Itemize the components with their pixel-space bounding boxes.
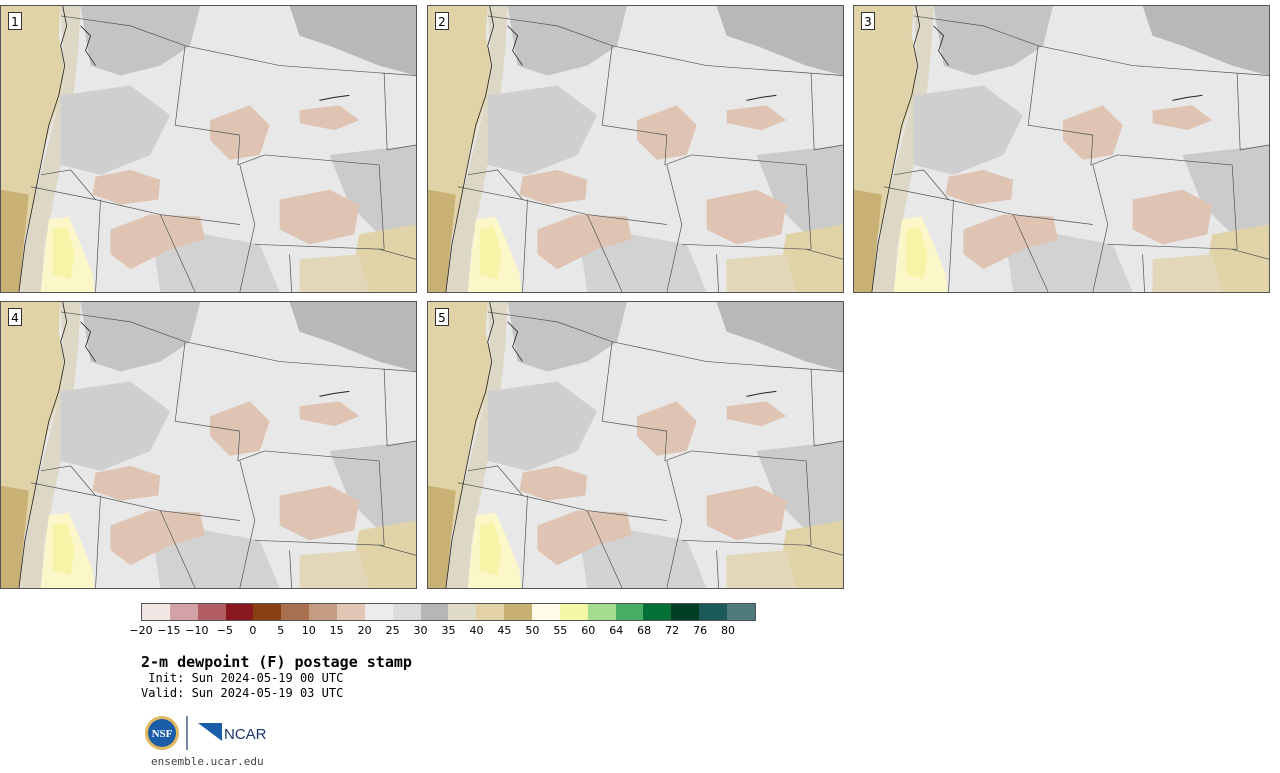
colorbar-ticks: −20 −15 −10 −5 0 5 10 15 20 25 30 35 40 45 50 55 60 64 68 7… <box>129 624 756 640</box>
colorbar <box>141 603 756 621</box>
panel-number-2: 2 <box>435 12 449 30</box>
map-panel-4: 4 <box>0 301 417 589</box>
colorbar-tick-label: −10 <box>185 624 209 637</box>
colorbar-cell <box>615 604 644 620</box>
figure-title: 2-m dewpoint (F) postage stamp <box>141 653 412 671</box>
map-panel-3: 3 <box>853 5 1270 293</box>
colorbar-tick-label: 80 <box>721 624 736 637</box>
site-url: ensemble.ucar.edu <box>151 755 264 768</box>
colorbar-cell <box>225 604 254 620</box>
dewpoint-map-2 <box>428 6 843 292</box>
colorbar-tick-label: 20 <box>357 624 372 637</box>
nsf-logo-text: NSF <box>152 728 173 740</box>
init-time: Init: Sun 2024-05-19 00 UTC <box>141 671 344 685</box>
map-panel-5: 5 <box>427 301 844 589</box>
colorbar-tick-label: 68 <box>637 624 652 637</box>
colorbar-tick-label: 55 <box>553 624 568 637</box>
colorbar-tick-label: 10 <box>301 624 316 637</box>
colorbar-tick-label: 60 <box>581 624 596 637</box>
colorbar-tick-label: 40 <box>469 624 484 637</box>
colorbar-tick-label: 35 <box>441 624 456 637</box>
colorbar-tick-label: 64 <box>609 624 624 637</box>
colorbar-cell <box>699 604 728 620</box>
colorbar-cell <box>476 604 505 620</box>
colorbar-cell <box>504 604 533 620</box>
colorbar-cell <box>587 604 616 620</box>
colorbar-tick-label: 25 <box>385 624 400 637</box>
dewpoint-map-4 <box>1 302 416 588</box>
colorbar-cell <box>169 604 198 620</box>
colorbar-cell <box>309 604 338 620</box>
colorbar-cell <box>448 604 477 620</box>
colorbar-tick-label: 45 <box>497 624 512 637</box>
colorbar-tick-label: −5 <box>216 624 233 637</box>
nsf-ncar-logo: NSF NCAR <box>145 716 267 750</box>
dewpoint-map-1 <box>1 6 416 292</box>
colorbar-cell <box>197 604 226 620</box>
colorbar-tick-label: 50 <box>525 624 540 637</box>
colorbar-cell <box>364 604 393 620</box>
colorbar-cell <box>142 604 170 620</box>
colorbar-tick-label: 76 <box>693 624 708 637</box>
map-panel-1: 1 <box>0 5 417 293</box>
colorbar-cell <box>643 604 672 620</box>
colorbar-tick-label: 30 <box>413 624 428 637</box>
colorbar-tick-label: −20 <box>129 624 153 637</box>
panel-number-3: 3 <box>861 12 875 30</box>
colorbar-cell <box>727 604 755 620</box>
dewpoint-map-3 <box>854 6 1269 292</box>
ncar-logo-text: NCAR <box>224 726 267 743</box>
dewpoint-map-5 <box>428 302 843 588</box>
colorbar-cell <box>392 604 421 620</box>
colorbar-cell <box>281 604 310 620</box>
colorbar-tick-label: 72 <box>665 624 680 637</box>
logos: NSF NCAR <box>144 714 274 752</box>
panel-number-5: 5 <box>435 308 449 326</box>
valid-time: Valid: Sun 2024-05-19 03 UTC <box>141 686 344 700</box>
colorbar-cell <box>671 604 700 620</box>
colorbar-tick-label: −15 <box>157 624 181 637</box>
colorbar-cell <box>337 604 365 620</box>
colorbar-cell <box>559 604 588 620</box>
colorbar-tick-label: 5 <box>277 624 285 637</box>
colorbar-tick-label: 0 <box>249 624 257 637</box>
map-panel-2: 2 <box>427 5 844 293</box>
panel-number-4: 4 <box>8 308 22 326</box>
colorbar-cell <box>420 604 449 620</box>
panel-number-1: 1 <box>8 12 22 30</box>
colorbar-tick-label: 15 <box>329 624 344 637</box>
colorbar-cell <box>253 604 282 620</box>
colorbar-cell <box>532 604 560 620</box>
